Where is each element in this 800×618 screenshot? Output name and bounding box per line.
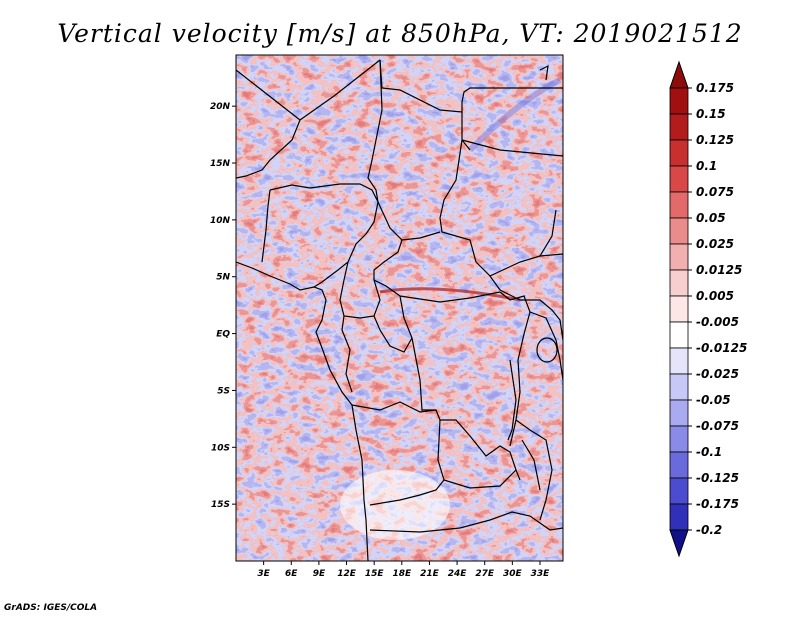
colorbar-label: -0.025 <box>696 367 739 381</box>
colorbar-label: -0.075 <box>696 419 739 433</box>
colorbar-swatch <box>669 477 689 505</box>
lon-tick-label: 15E <box>365 569 385 579</box>
colorbar-swatch <box>669 451 689 479</box>
lon-tick-label: 27E <box>475 569 495 579</box>
colorbar-swatch <box>669 165 689 193</box>
colorbar-label: -0.05 <box>696 393 731 407</box>
lon-tick-label: 24E <box>448 569 468 579</box>
borders <box>236 59 563 561</box>
colorbar-swatch <box>669 503 689 531</box>
colorbar-label: 0.0125 <box>696 263 742 277</box>
lon-tick-label: 9E <box>313 569 326 579</box>
lat-tick-label: 10N <box>210 216 231 226</box>
colorbar-label: 0.075 <box>696 185 734 199</box>
latitude-axis: 20N 15N 10N 5N EQ 5S 10S 15S <box>210 102 236 510</box>
colorbar-label: -0.005 <box>696 315 739 329</box>
colorbar-swatch <box>669 87 689 115</box>
lon-tick-label: 12E <box>337 569 357 579</box>
lon-tick-label: 6E <box>285 569 298 579</box>
colorbar-swatch <box>669 113 689 141</box>
colorbar: 0.175 0.15 0.125 0.1 0.075 0.05 0.025 0.0125 0.0… <box>669 60 747 558</box>
colorbar-label: 0.125 <box>696 133 734 147</box>
lat-tick-label: 15N <box>210 159 231 169</box>
colorbar-swatch <box>669 191 689 219</box>
lakes <box>507 64 558 491</box>
lon-tick-label: 33E <box>531 569 551 579</box>
colorbar-swatch <box>669 295 689 323</box>
colorbar-label: 0.005 <box>696 289 734 303</box>
low-activity-region <box>340 470 450 540</box>
colorbar-swatch <box>669 243 689 271</box>
colorbar-swatch <box>669 347 689 375</box>
colorbar-top-cap <box>669 60 689 89</box>
grads-credit: GrADS: IGES/COLA <box>4 603 98 613</box>
colorbar-swatch <box>669 269 689 297</box>
colorbar-label: -0.175 <box>696 497 739 511</box>
lat-tick-label: 20N <box>210 102 231 112</box>
colorbar-swatch <box>669 321 689 349</box>
lat-tick-label: EQ <box>216 330 230 340</box>
colorbar-swatch <box>669 139 689 167</box>
colorbar-swatch <box>669 425 689 453</box>
colorbar-bottom-cap <box>669 529 689 558</box>
colorbar-label: -0.0125 <box>696 341 747 355</box>
colorbar-label: 0.15 <box>696 107 726 121</box>
longitude-axis: 3E 6E 9E 12E 15E 18E 21E 24E 27E 30E 33E <box>257 561 550 579</box>
lat-tick-label: 5S <box>217 386 230 396</box>
chart-title: Vertical velocity [m/s] at 850hPa, VT: 2… <box>57 19 742 48</box>
colorbar-swatch <box>669 373 689 401</box>
lon-tick-label: 30E <box>503 569 523 579</box>
lon-tick-label: 21E <box>420 569 440 579</box>
colorbar-label: -0.2 <box>696 523 722 537</box>
northeast-band <box>467 77 562 153</box>
convergence-band <box>379 287 521 302</box>
plot-frame <box>235 54 564 562</box>
lat-tick-label: 5N <box>216 273 230 283</box>
lat-tick-label: 15S <box>211 500 230 510</box>
plot-area <box>236 55 563 561</box>
colorbar-label: -0.1 <box>696 445 722 459</box>
lon-tick-label: 3E <box>257 569 270 579</box>
colorbar-label: 0.05 <box>696 211 726 225</box>
lat-tick-label: 10S <box>211 443 230 453</box>
colorbar-label: 0.1 <box>696 159 717 173</box>
colorbar-label: 0.025 <box>696 237 734 251</box>
colorbar-swatch <box>669 399 689 427</box>
colorbar-label: -0.125 <box>696 471 739 485</box>
lon-tick-label: 18E <box>392 569 412 579</box>
colorbar-label: 0.175 <box>696 81 734 95</box>
colorbar-swatch <box>669 217 689 245</box>
